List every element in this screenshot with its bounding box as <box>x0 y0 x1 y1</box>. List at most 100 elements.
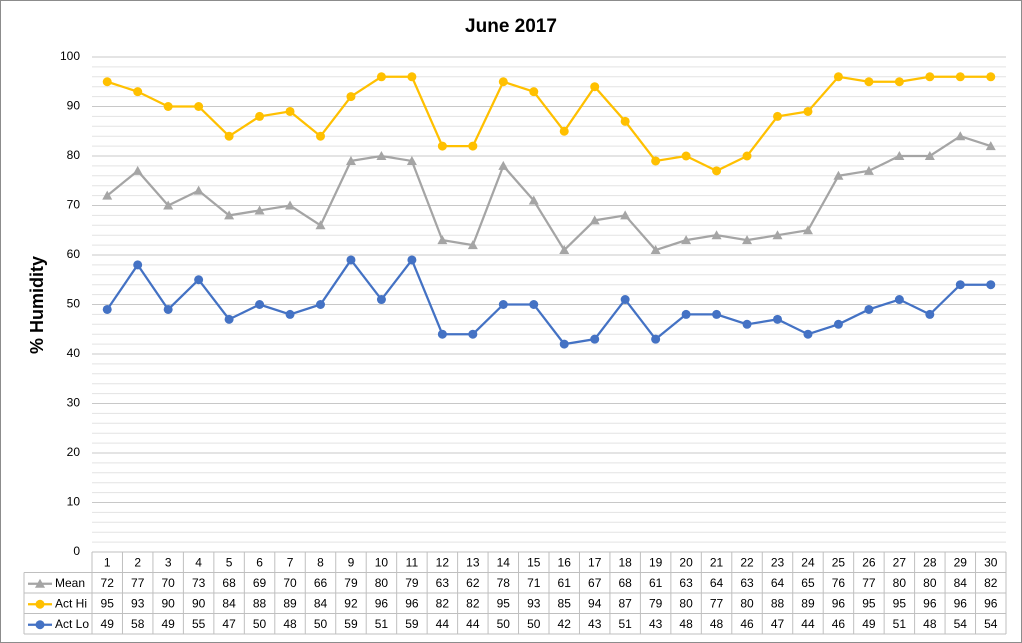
chart-title: June 2017 <box>465 16 557 37</box>
table-value: 95 <box>862 596 876 610</box>
data-point <box>468 141 478 151</box>
table-value: 88 <box>253 596 267 610</box>
table-value: 64 <box>771 576 785 590</box>
data-point <box>346 92 356 102</box>
table-value: 89 <box>801 596 815 610</box>
table-value: 61 <box>649 576 663 590</box>
data-point <box>498 300 508 309</box>
data-point <box>163 102 173 111</box>
y-tick-label: 50 <box>67 297 81 311</box>
y-axis-label: % Humidity <box>27 256 47 354</box>
table-value: 44 <box>436 617 450 631</box>
x-tick-label: 30 <box>984 555 998 569</box>
x-tick-label: 9 <box>348 555 355 569</box>
data-point <box>376 295 386 305</box>
x-tick-label: 28 <box>923 555 937 569</box>
x-tick-label: 14 <box>497 555 511 569</box>
data-point <box>559 339 569 349</box>
table-value: 92 <box>344 596 358 610</box>
table-value: 79 <box>649 596 663 610</box>
table-value: 46 <box>832 617 846 631</box>
table-value: 63 <box>679 576 693 590</box>
data-point <box>651 334 661 344</box>
y-tick-label: 30 <box>67 396 81 410</box>
table-value: 77 <box>862 576 876 590</box>
data-point <box>864 77 874 87</box>
series-line <box>106 257 991 346</box>
data-point <box>620 116 630 126</box>
data-point <box>407 255 417 265</box>
table-value: 96 <box>832 596 846 610</box>
table-value: 68 <box>222 576 236 590</box>
data-point <box>590 82 600 92</box>
table-value: 50 <box>314 617 328 631</box>
data-point <box>194 102 204 111</box>
data-point <box>924 151 935 160</box>
y-tick-label: 10 <box>67 495 81 509</box>
data-point <box>285 106 295 116</box>
data-point <box>376 72 386 82</box>
data-point <box>406 155 417 165</box>
x-tick-label: 23 <box>771 555 785 569</box>
data-point <box>529 300 539 309</box>
table-value: 95 <box>497 596 511 610</box>
data-point <box>955 72 965 82</box>
y-tick-label: 90 <box>67 99 81 113</box>
y-tick-label: 70 <box>67 198 81 212</box>
data-point <box>864 304 874 314</box>
table-value: 68 <box>618 576 632 590</box>
data-point <box>468 329 478 339</box>
table-value: 71 <box>527 576 541 590</box>
table-value: 51 <box>893 617 907 631</box>
table-value: 79 <box>344 576 358 590</box>
data-point <box>133 260 143 270</box>
table-value: 63 <box>436 576 450 590</box>
data-point <box>742 319 752 329</box>
x-tick-label: 29 <box>954 555 968 569</box>
table-value: 50 <box>253 617 267 631</box>
x-tick-label: 7 <box>287 555 294 569</box>
data-point <box>376 151 387 160</box>
table-value: 59 <box>344 617 358 631</box>
table-value: 51 <box>618 617 632 631</box>
data-point <box>772 230 783 240</box>
data-point <box>528 195 539 205</box>
table-value: 87 <box>618 596 632 610</box>
table-value: 96 <box>405 596 419 610</box>
data-point <box>803 329 813 339</box>
table-value: 48 <box>283 617 297 631</box>
table-value: 47 <box>222 617 236 631</box>
table-value: 90 <box>161 596 175 610</box>
table-value: 54 <box>984 617 998 631</box>
table-value: 84 <box>314 596 328 610</box>
x-tick-label: 22 <box>740 555 754 569</box>
data-point <box>559 126 569 136</box>
table-value: 77 <box>710 596 724 610</box>
table-value: 80 <box>679 596 693 610</box>
table-value: 85 <box>558 596 572 610</box>
x-tick-label: 8 <box>317 555 324 569</box>
table-value: 77 <box>131 576 145 590</box>
data-point <box>316 300 325 309</box>
data-point <box>285 200 296 210</box>
table-value: 48 <box>710 617 724 631</box>
data-point <box>925 309 935 319</box>
data-point <box>163 304 173 314</box>
legend-label: Act Lo <box>55 617 89 631</box>
table-value: 89 <box>283 596 297 610</box>
table-value: 82 <box>466 596 480 610</box>
data-point <box>407 72 417 82</box>
table-value: 80 <box>893 576 907 590</box>
table-value: 78 <box>497 576 511 590</box>
data-point <box>437 141 447 151</box>
x-tick-label: 6 <box>256 555 263 569</box>
table-value: 93 <box>527 596 541 610</box>
x-tick-label: 10 <box>375 555 389 569</box>
table-value: 95 <box>101 596 115 610</box>
data-point <box>224 314 234 324</box>
x-tick-label: 13 <box>466 555 480 569</box>
table-value: 88 <box>771 596 785 610</box>
table-value: 96 <box>923 596 937 610</box>
data-point <box>681 309 691 319</box>
